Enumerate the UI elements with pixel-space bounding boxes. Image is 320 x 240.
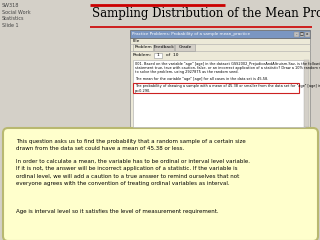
Text: File: File xyxy=(133,39,140,43)
Text: Grade: Grade xyxy=(178,46,192,49)
FancyBboxPatch shape xyxy=(154,44,174,51)
Text: to solve the problem, using 2927875 as the random seed.: to solve the problem, using 2927875 as t… xyxy=(135,71,239,74)
FancyBboxPatch shape xyxy=(3,128,318,240)
Text: -: - xyxy=(295,32,297,36)
FancyBboxPatch shape xyxy=(305,31,309,36)
Text: of  10: of 10 xyxy=(166,53,179,57)
Text: Problem: Problem xyxy=(134,46,152,49)
Text: In order to calculate a mean, the variable has to be ordinal or interval level v: In order to calculate a mean, the variab… xyxy=(16,159,250,186)
Text: x: x xyxy=(306,32,308,36)
FancyBboxPatch shape xyxy=(175,44,195,51)
FancyBboxPatch shape xyxy=(154,53,162,58)
FancyBboxPatch shape xyxy=(130,38,310,130)
Text: Sampling Distribution of the Mean Problem - 1: Sampling Distribution of the Mean Proble… xyxy=(92,7,320,20)
FancyBboxPatch shape xyxy=(294,31,299,36)
Text: SW318
Social Work
Statistics
Slide 1: SW318 Social Work Statistics Slide 1 xyxy=(2,3,31,28)
Text: This question asks us to find the probability that a random sample of a certain : This question asks us to find the probab… xyxy=(16,139,246,151)
Text: 1: 1 xyxy=(156,53,159,57)
FancyBboxPatch shape xyxy=(133,83,299,93)
Text: Practice Problems: Probability of a sample mean_practice: Practice Problems: Probability of a samp… xyxy=(132,32,250,36)
FancyBboxPatch shape xyxy=(300,31,304,36)
Text: Age is interval level so it satisfies the level of measurement requirement.: Age is interval level so it satisfies th… xyxy=(16,209,219,214)
FancyBboxPatch shape xyxy=(304,60,309,127)
Text: Feedback: Feedback xyxy=(154,46,174,49)
FancyBboxPatch shape xyxy=(130,30,310,38)
Text: 001. Based on the variable "age" [age] in the dataset GSS2002_PrejudiceAndAltrui: 001. Based on the variable "age" [age] i… xyxy=(135,61,320,66)
FancyBboxPatch shape xyxy=(133,60,305,127)
FancyBboxPatch shape xyxy=(133,44,153,51)
Text: □: □ xyxy=(300,32,304,36)
Text: statement true, true with caution, false, or an incorrect application of a stati: statement true, true with caution, false… xyxy=(135,66,320,70)
Text: The mean for the variable "age" [age] for all cases in the data set is 45.58.: The mean for the variable "age" [age] fo… xyxy=(135,77,268,81)
Text: Problem:: Problem: xyxy=(133,53,152,57)
Text: The probability of drawing a sample with a mean of 45.38 or smaller from the dat: The probability of drawing a sample with… xyxy=(135,84,320,89)
Text: p=0.290.: p=0.290. xyxy=(135,89,151,93)
